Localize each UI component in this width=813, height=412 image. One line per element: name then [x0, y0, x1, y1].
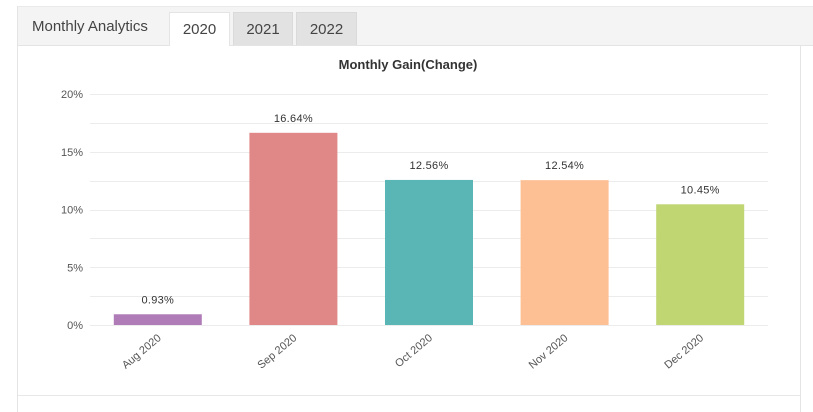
bar[interactable]	[385, 179, 473, 325]
footer-divider	[18, 395, 800, 396]
tab-2021[interactable]: 2021	[233, 12, 293, 45]
y-tick-label: 0%	[67, 320, 83, 332]
y-tick-label: 10%	[61, 205, 83, 217]
x-tick-label: Oct 2020	[393, 332, 435, 370]
tab-bar: Monthly Analytics 2020 2021 2022	[18, 6, 813, 46]
tab-2022[interactable]: 2022	[296, 12, 357, 45]
panel-title: Monthly Analytics	[32, 18, 148, 35]
chart-title: Monthly Gain(Change)	[339, 57, 478, 72]
bar[interactable]	[656, 204, 745, 325]
y-tick-label: 20%	[61, 89, 83, 101]
x-axis-ticks: Aug 2020 Sep 2020 Oct 2020 Nov 2020 Dec 2020	[120, 332, 706, 371]
bar[interactable]	[520, 180, 609, 325]
y-axis-ticks: 0% 5% 10% 15% 20%	[61, 89, 83, 332]
x-tick-label: Nov 2020	[527, 332, 571, 371]
x-tick-label: Dec 2020	[662, 332, 706, 371]
bars	[113, 132, 745, 325]
data-label: 0.93%	[141, 294, 174, 306]
y-tick-label: 15%	[61, 147, 83, 159]
y-tick-label: 5%	[67, 262, 83, 274]
data-label: 12.56%	[409, 160, 448, 172]
data-labels: 0.93% 16.64% 12.56% 12.54% 10.45%	[141, 113, 719, 306]
bar[interactable]	[113, 314, 202, 325]
data-label: 10.45%	[681, 184, 720, 196]
x-tick-label: Aug 2020	[120, 332, 164, 371]
tab-2020[interactable]: 2020	[169, 12, 230, 46]
bar[interactable]	[249, 132, 338, 325]
x-tick-label: Sep 2020	[256, 332, 300, 371]
data-label: 16.64%	[274, 113, 313, 125]
data-label: 12.54%	[545, 160, 584, 172]
